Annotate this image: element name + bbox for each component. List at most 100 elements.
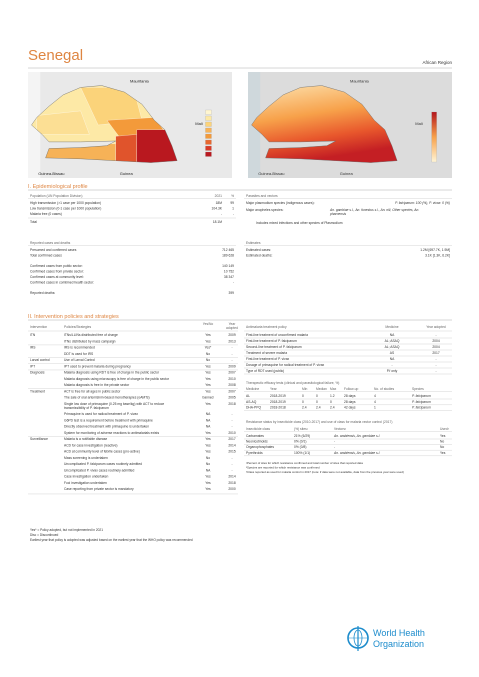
cell: 2010 — [228, 377, 236, 381]
cell: 2004 — [432, 339, 440, 343]
table-header: 2021 — [215, 194, 223, 198]
cell: 2018-2019 — [270, 400, 286, 404]
note: Includes mixed infections and other spec… — [256, 221, 343, 225]
row-label: Low transmission (0-1 case per 1000 popu… — [30, 207, 101, 211]
table-header: Species — [412, 387, 424, 391]
cell: Yes — [205, 389, 211, 393]
cell: Yes — [205, 402, 211, 406]
cell: - — [231, 346, 232, 350]
cell: - — [435, 369, 436, 373]
text-line: Year — [229, 322, 237, 326]
cell: - — [231, 425, 232, 429]
table-header: Year adopted — [226, 322, 238, 330]
row-label: Treatment of severe malaria — [246, 351, 287, 355]
cell: P.f only — [387, 369, 398, 373]
legend-swatch — [205, 115, 212, 121]
cell: 140 149 — [222, 264, 234, 268]
cell: 18M — [216, 201, 223, 205]
row-label: Type of RDT used (public) — [246, 369, 284, 373]
cell: 4 — [374, 400, 376, 404]
table-header: Min — [302, 387, 307, 391]
cell: The sale of oral artemisinin-based monot… — [64, 396, 150, 400]
cell: NA — [206, 412, 211, 416]
cell: - — [391, 363, 392, 367]
cell: 2018-2018 — [270, 406, 286, 410]
cell: 4 — [374, 394, 376, 398]
note: Disc = Discontinued — [30, 533, 58, 537]
cell: 2.4 — [330, 406, 335, 410]
cell: - — [435, 333, 436, 337]
cell: Directly observed treatment with primaqu… — [64, 425, 149, 429]
row-label: Estimated cases: — [246, 248, 271, 252]
cell: - — [231, 468, 232, 472]
table-header: Medicine — [385, 325, 398, 329]
table-header: Follow-up — [344, 387, 358, 391]
cell: NA — [206, 418, 211, 422]
cell: Yes — [440, 434, 446, 438]
cell: Use of Larval Control — [64, 358, 95, 362]
note: Earliest year that policy is adopted was… — [30, 538, 193, 542]
cell: Yes — [205, 339, 211, 343]
region: African Region — [422, 60, 452, 65]
cell: ITNs/LLINs distributed free of charge — [64, 333, 118, 337]
cell: 42 days — [344, 406, 356, 410]
table-header: Antimalaria treatment policy — [246, 325, 287, 329]
table-header: Parasites and vectors — [246, 194, 278, 198]
cell: Single low dose of primaquine (0.25 mg b… — [64, 402, 164, 410]
row-label: Presumed and confirmed cases — [30, 248, 77, 252]
cell: P. falciparum — [412, 394, 431, 398]
cell: 2004 — [432, 345, 440, 349]
cell: 0 — [316, 394, 318, 398]
cell: Yes — [205, 450, 211, 454]
cell: 2.4 — [302, 406, 307, 410]
row-label: First-line treatment of P. falciparum — [246, 339, 297, 343]
cell: 2010 — [228, 431, 236, 435]
cell: 2000 — [228, 487, 236, 491]
cell: No — [206, 352, 210, 356]
table-header: Insecticide class — [246, 427, 270, 431]
footnote: ³Class reported as used for malaria cont… — [246, 470, 404, 474]
cell: - — [435, 357, 436, 361]
cell: An. arabiensis, An. gambiae s.l. — [333, 434, 380, 438]
cell: - — [233, 281, 234, 285]
row-label: Confirmed cases from private sector: — [30, 270, 84, 274]
cell: No — [440, 440, 444, 444]
cell: - — [231, 412, 232, 416]
row-label: Total confirmed cases — [30, 254, 62, 258]
cell: 1 — [374, 406, 376, 410]
row-label: Dosage of primaquine for radical treatme… — [246, 363, 325, 367]
cell: 0% (0/1) — [294, 440, 306, 444]
cell: ITNs distributed by mass campaign — [64, 339, 116, 343]
cell: System for monitoring of adverse reactio… — [64, 431, 159, 435]
cell: 28 days — [344, 394, 356, 398]
cell: 2018-2019 — [270, 394, 286, 398]
page-title: Senegal — [28, 47, 83, 64]
row-label: High transmission (>1 case per 1000 popu… — [30, 201, 101, 205]
text-line: Single low dose of primaquine (0.25 mg b… — [64, 402, 164, 406]
cell: 2018 — [228, 402, 236, 406]
footnote: ²Species are reported for which resistan… — [246, 466, 320, 470]
cell: 712 465 — [222, 248, 234, 252]
cell: 2007 — [228, 389, 236, 393]
cell: 2009 — [228, 364, 236, 368]
legend-swatch — [205, 139, 212, 145]
table-header: No. of studies — [374, 387, 395, 391]
cell: ACD at community level of febrile cases … — [64, 450, 140, 454]
border — [251, 85, 398, 163]
cell: Uncomplicated P. vivax cases routinely a… — [64, 468, 134, 472]
cell: 0 — [330, 400, 332, 404]
legend-swatch — [205, 145, 212, 151]
cell: AL; ASAQ — [385, 339, 400, 343]
legend-swatch — [205, 151, 212, 157]
row-label: Diagnosis — [30, 371, 45, 375]
row-label: Confirmed cases from public sector: — [30, 264, 83, 268]
cell: DHA-PPQ — [246, 406, 261, 410]
cell: 1 — [232, 207, 234, 211]
cell: NA — [390, 333, 395, 337]
cell: 3.1K [1.3K, 6.2K] — [425, 254, 450, 258]
cell: An. gambiae s.l., An. funestus s.l., An.… — [329, 208, 419, 216]
cell: Uncomplicated P. falciparum cases routin… — [64, 462, 142, 466]
cell: - — [334, 445, 336, 449]
cell: P. falciparum — [412, 406, 431, 410]
